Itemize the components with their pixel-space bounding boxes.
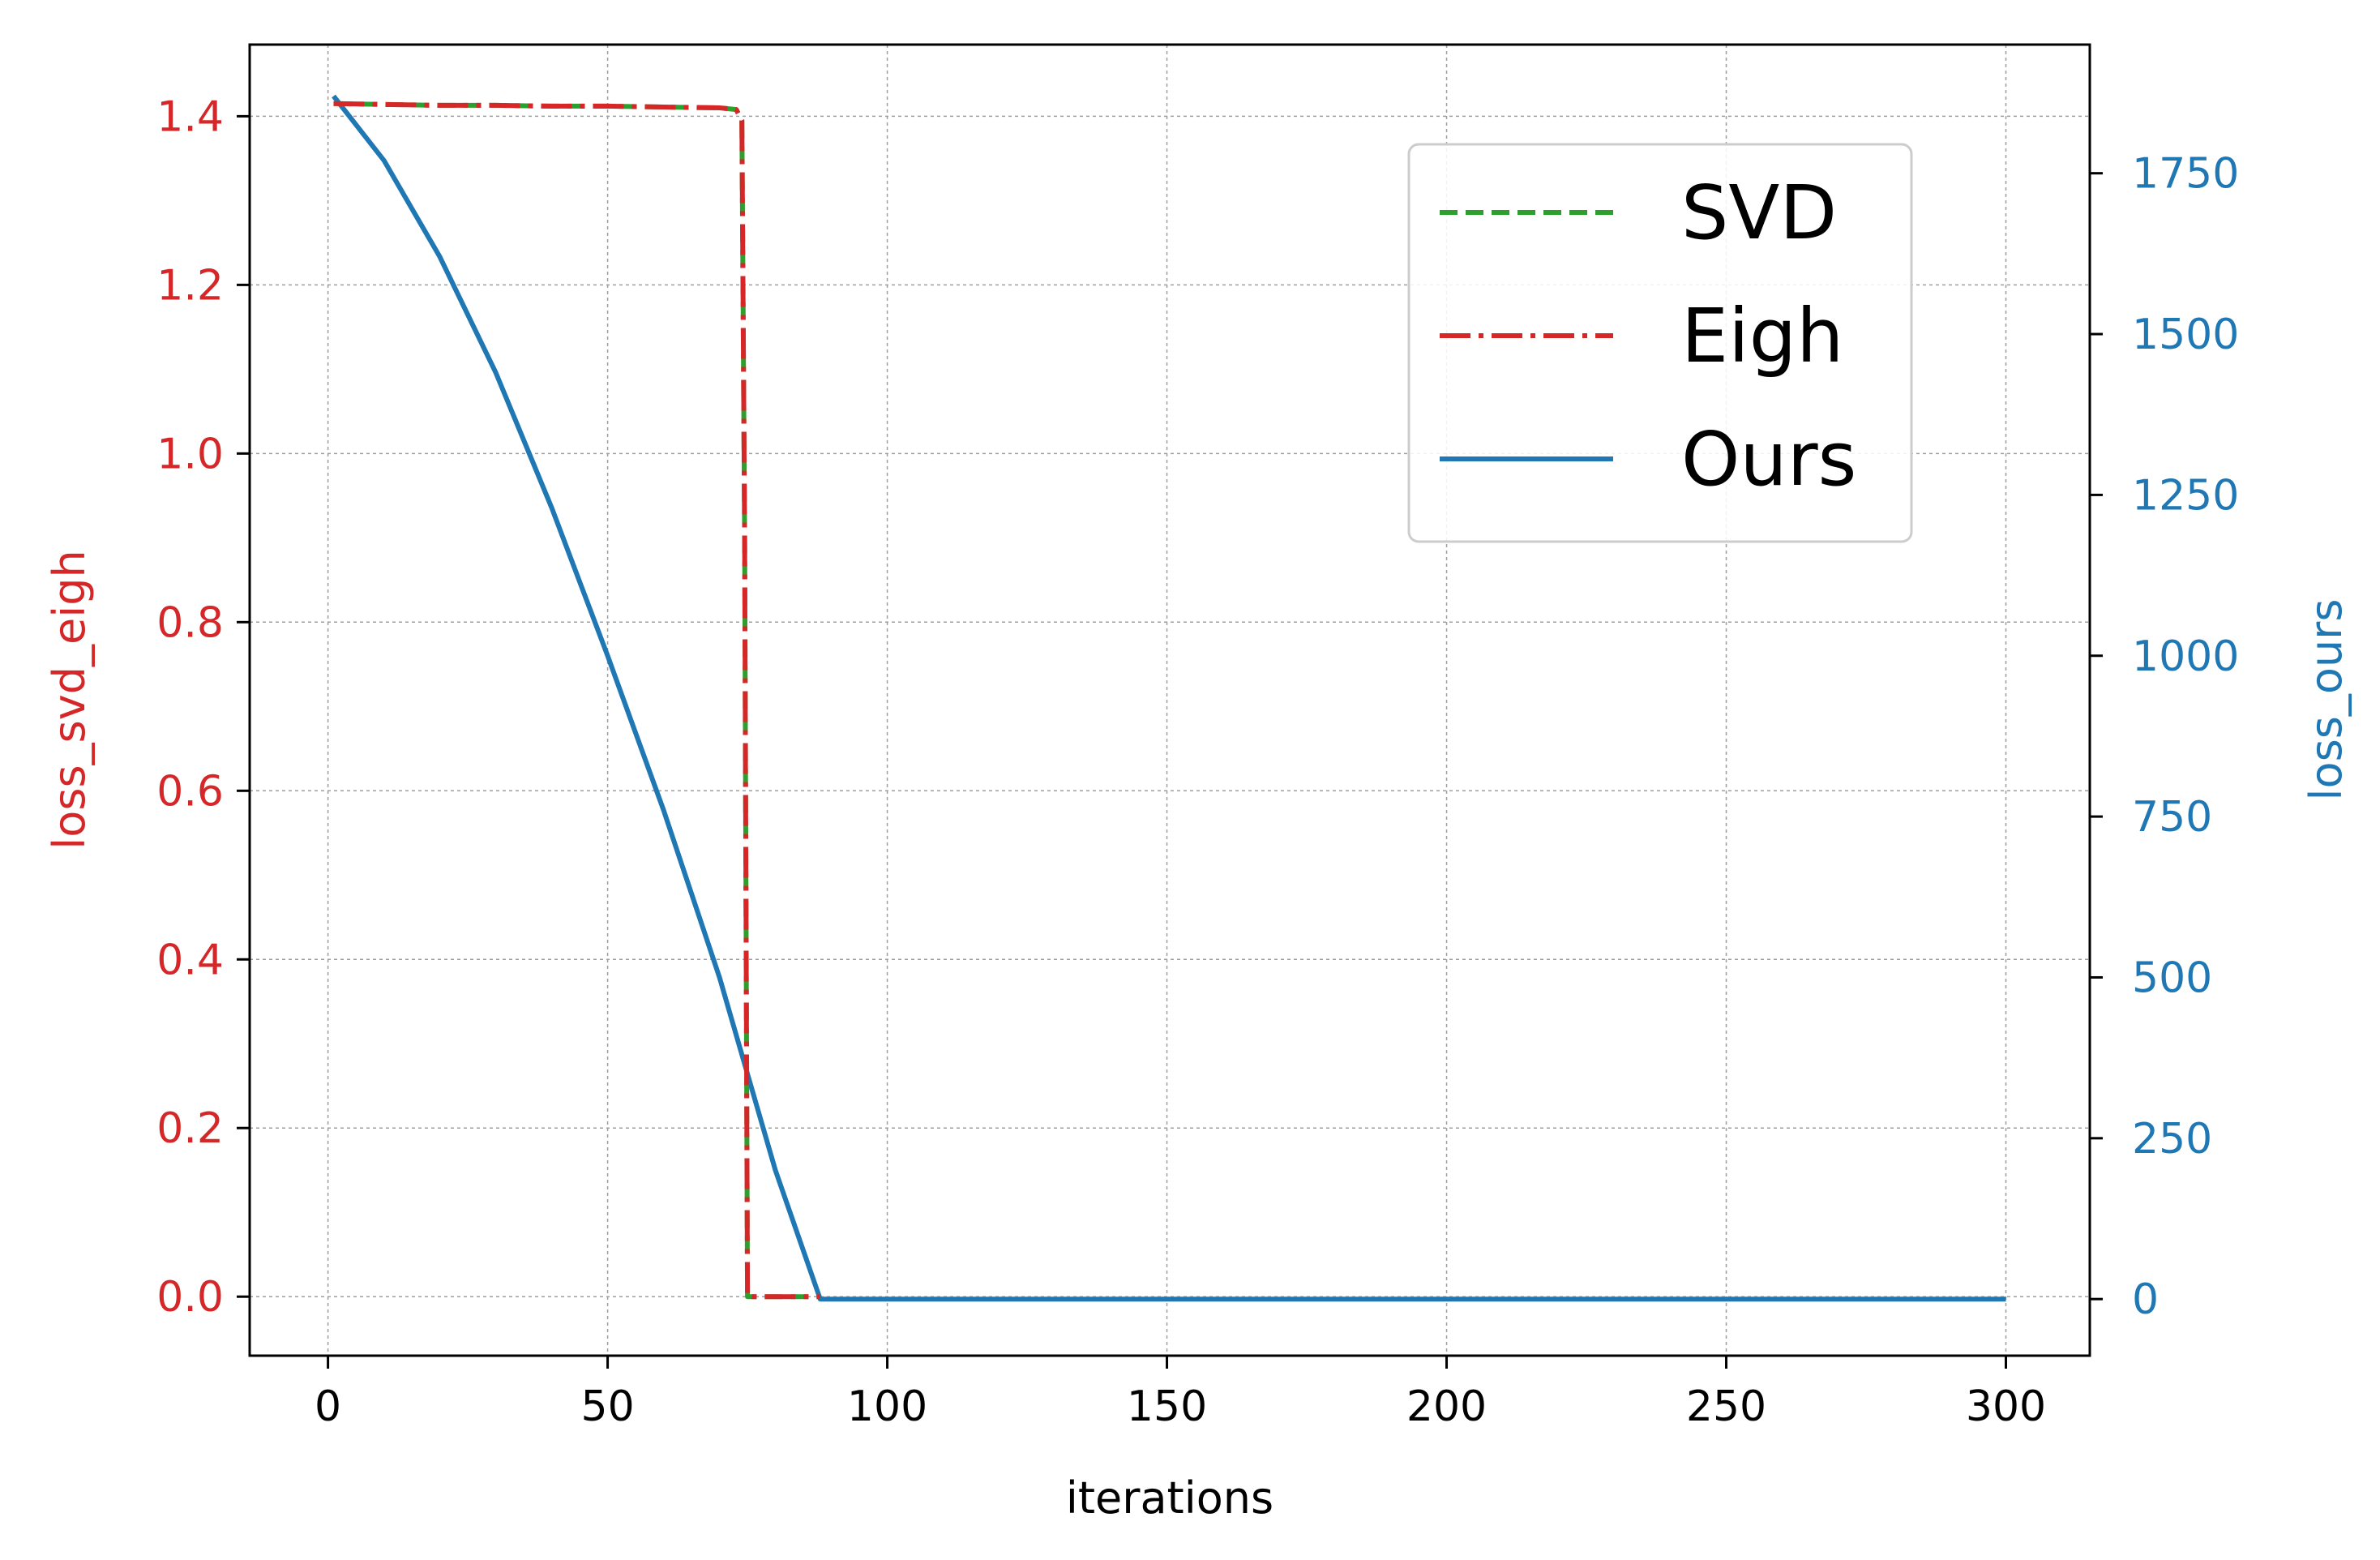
legend-label-eigh: Eigh: [1681, 293, 1843, 379]
series-line-eigh: [333, 101, 820, 1300]
plot-frame: [248, 43, 2091, 1357]
y-left-tick-label: 1.0: [156, 430, 224, 478]
series-layer: [332, 94, 2006, 1302]
x-tick-label: 200: [1406, 1382, 1487, 1431]
y-right-axis-label: loss_ours: [2301, 599, 2352, 801]
x-tick-label: 50: [580, 1382, 634, 1431]
legend-box: [1407, 143, 1913, 543]
y-left-tick-label: 0.8: [156, 598, 224, 647]
y-right-tick-label: 1500: [2132, 311, 2239, 359]
y-right-tick-label: 1000: [2132, 632, 2239, 681]
legend-label-ours: Ours: [1681, 416, 1856, 503]
x-tick-label: 100: [847, 1382, 927, 1431]
legend-label-svd: SVD: [1681, 169, 1837, 256]
y-right-tick-label: 250: [2132, 1115, 2212, 1164]
y-right-tick-label: 1250: [2132, 471, 2239, 520]
ticks: 0 50 100 150 200 250 300 0.0 0.2 0.4 0.6 0.8 1.0 1.2 1…: [156, 92, 2239, 1431]
y-left-tick-label: 0.6: [156, 767, 224, 816]
x-tick-label: 150: [1127, 1382, 1207, 1431]
y-right-tick-label: 500: [2132, 954, 2212, 1002]
y-left-tick-label: 0.2: [156, 1104, 224, 1153]
y-right-tick-label: 1750: [2132, 150, 2239, 199]
x-tick-label: 300: [1966, 1382, 2046, 1431]
series-line-ours: [332, 94, 2006, 1302]
y-left-tick-label: 0.4: [156, 936, 224, 984]
x-axis-label: iterations: [1066, 1472, 1273, 1524]
y-left-tick-label: 1.4: [156, 92, 224, 141]
y-left-tick-label: 0.0: [156, 1273, 224, 1322]
y-left-axis-label: loss_svd_eigh: [44, 550, 95, 849]
legend: SVD Eigh Ours: [1407, 143, 1913, 543]
x-tick-label: 0: [315, 1382, 341, 1431]
y-right-tick-label: 0: [2132, 1275, 2159, 1324]
y-left-tick-label: 1.2: [156, 261, 224, 310]
x-tick-label: 250: [1686, 1382, 1766, 1431]
y-right-tick-label: 750: [2132, 793, 2212, 842]
